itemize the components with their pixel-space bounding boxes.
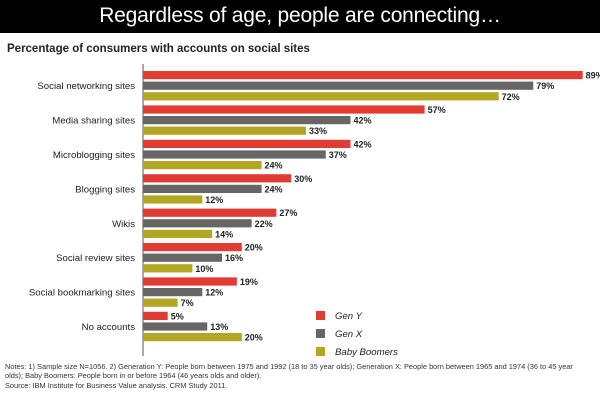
bar-baby-boomers-microblogging-sites [143,161,262,170]
value-label-gen-x-no-accounts: 13% [210,322,228,332]
value-label-gen-x-wikis: 22% [255,219,273,229]
bar-baby-boomers-social-networking-sites [143,92,499,101]
value-label-baby-boomers-media-sharing-sites: 33% [309,126,327,136]
category-label-wikis: Wikis [112,219,135,230]
category-label-social-review-sites: Social review sites [56,253,135,264]
chart-title: Percentage of consumers with accounts on… [7,43,310,55]
value-label-baby-boomers-social-review-sites: 10% [195,264,213,274]
legend-swatch-gen-x [316,329,325,338]
bar-gen-y-social-review-sites [143,243,242,252]
value-label-baby-boomers-blogging-sites: 12% [205,195,223,205]
bar-gen-x-no-accounts [143,322,208,331]
category-label-blogging-sites: Blogging sites [75,184,135,195]
value-label-baby-boomers-social-networking-sites: 72% [502,92,520,102]
legend-label-gen-y: Gen Y [335,311,363,322]
notes-line-1: Notes: 1) Sample size N=1056. 2) Generat… [5,362,573,371]
value-label-gen-y-social-review-sites: 20% [245,243,263,253]
value-label-baby-boomers-microblogging-sites: 24% [265,161,283,171]
value-label-gen-x-social-networking-sites: 79% [536,81,554,91]
value-label-baby-boomers-wikis: 14% [215,229,233,239]
legend-label-baby-boomers: Baby Boomers [335,347,398,358]
value-label-gen-y-social-bookmarking-sites: 19% [240,277,258,287]
bar-gen-y-media-sharing-sites [143,105,425,114]
legend-swatch-gen-y [316,311,325,320]
notes-line-2: olds); Baby Boomers: People born in or b… [5,371,262,381]
legend-swatch-baby-boomers [316,347,325,356]
bar-baby-boomers-social-review-sites [143,264,193,273]
value-label-gen-y-media-sharing-sites: 57% [428,105,446,115]
legend-label-gen-x: Gen X [335,329,363,340]
bar-gen-x-media-sharing-sites [143,116,351,125]
category-label-social-bookmarking-sites: Social bookmarking sites [29,288,135,299]
value-label-gen-y-social-networking-sites: 89% [586,71,600,81]
bar-gen-x-social-networking-sites [143,81,534,90]
bar-baby-boomers-media-sharing-sites [143,126,307,135]
bar-baby-boomers-wikis [143,229,213,238]
bar-baby-boomers-social-bookmarking-sites [143,298,178,307]
category-label-media-sharing-sites: Media sharing sites [52,116,135,127]
bar-gen-y-wikis [143,208,277,217]
value-label-baby-boomers-social-bookmarking-sites: 7% [181,298,194,308]
value-label-gen-y-no-accounts: 5% [171,311,184,321]
value-label-baby-boomers-no-accounts: 20% [245,333,263,343]
bar-gen-y-microblogging-sites [143,139,351,148]
header-title: Regardless of age, people are connecting… [99,4,501,27]
footer-notes: Notes: 1) Sample size N=1056. 2) Generat… [5,362,597,390]
value-label-gen-y-wikis: 27% [279,208,297,218]
value-label-gen-x-microblogging-sites: 37% [329,150,347,160]
value-label-gen-y-microblogging-sites: 42% [353,139,371,149]
bar-gen-x-social-review-sites [143,253,223,262]
header-banner: Regardless of age, people are connecting… [0,0,600,33]
bar-gen-x-microblogging-sites [143,150,326,159]
bar-gen-x-social-bookmarking-sites [143,288,203,297]
bar-gen-y-social-bookmarking-sites [143,277,237,286]
value-label-gen-x-media-sharing-sites: 42% [353,116,371,126]
bar-gen-y-no-accounts [143,311,168,320]
value-label-gen-y-blogging-sites: 30% [294,174,312,184]
bar-baby-boomers-no-accounts [143,333,242,342]
category-label-social-networking-sites: Social networking sites [37,81,135,92]
value-label-gen-x-social-bookmarking-sites: 12% [205,288,223,298]
category-label-no-accounts: No accounts [82,322,136,333]
bar-gen-x-wikis [143,219,252,228]
bar-gen-x-blogging-sites [143,184,262,193]
category-label-microblogging-sites: Microblogging sites [53,150,135,161]
value-label-gen-x-social-review-sites: 16% [225,253,243,263]
source-line: Source: IBM Institute for Business Value… [5,380,228,390]
bar-gen-y-social-networking-sites [143,71,583,80]
bar-gen-y-blogging-sites [143,174,292,183]
bar-baby-boomers-blogging-sites [143,195,203,204]
value-label-gen-x-blogging-sites: 24% [265,184,283,194]
